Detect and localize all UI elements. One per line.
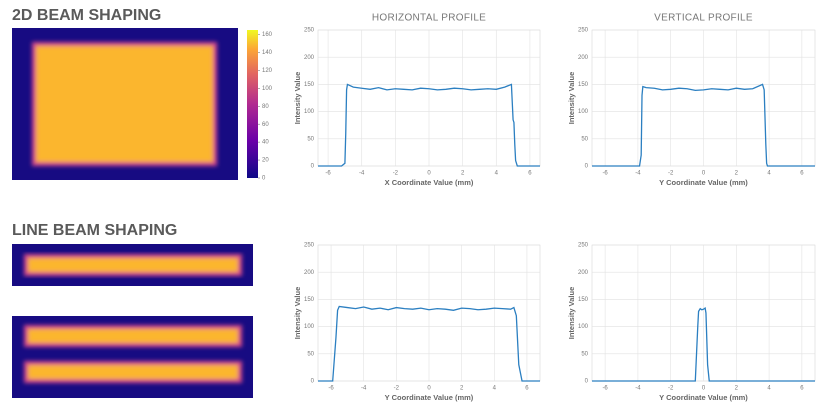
x-axis-label: X Coordinate Value (mm) [385,178,474,187]
beam-image-2d [12,28,238,180]
y-tick-label: 200 [578,55,589,61]
y-axis-label: Intensity Value [293,72,302,125]
y-axis-label: Intensity Value [293,287,302,340]
colorbar-tick-label: 140 [262,50,273,56]
x-tick-label: -6 [328,386,334,392]
x-tick-label: -2 [668,386,674,392]
chart-title: HORIZONTAL PROFILE [372,13,486,24]
x-tick-label: -6 [325,171,331,177]
y-tick-label: 50 [307,136,314,142]
y-tick-label: 50 [581,136,588,142]
colorbar-tick-label: 20 [262,158,269,164]
colorbar-tick-label: 80 [262,104,269,110]
colorbar-tick-label: 160 [262,32,273,38]
colorbar-tick-label: 100 [262,86,273,92]
x-tick-label: 6 [800,386,804,392]
y-tick-label: 50 [307,351,314,357]
y-tick-label: 0 [585,379,589,385]
x-tick-label: 2 [735,386,739,392]
x-tick-label: 0 [427,386,431,392]
y-tick-label: 0 [311,379,315,385]
y-tick-label: 200 [304,270,315,276]
colorbar-tick-label: 40 [262,140,269,146]
figure: 2D BEAM SHAPING LINE BEAM SHAPING 020406… [0,0,824,404]
x-axis-label: Y Coordinate Value (mm) [659,178,748,187]
section-title: 2D BEAM SHAPING [12,7,161,24]
y-tick-label: 100 [304,324,315,330]
y-tick-label: 100 [578,109,589,115]
x-tick-label: 4 [495,171,499,177]
x-tick-label: 2 [735,171,739,177]
x-tick-label: -6 [602,386,608,392]
x-tick-label: 4 [493,386,497,392]
line-beam-image [12,244,253,286]
y-axis-label: Intensity Value [567,287,576,340]
y-tick-label: 150 [304,82,315,88]
x-tick-label: -2 [393,171,399,177]
x-tick-label: -4 [359,171,365,177]
y-tick-label: 250 [304,28,315,34]
x-tick-label: -4 [635,171,641,177]
colorbar-tick-label: 120 [262,68,273,74]
y-tick-label: 100 [578,324,589,330]
x-tick-label: 6 [800,171,804,177]
x-tick-label: -6 [602,171,608,177]
line-beam-image [12,316,253,398]
y-tick-label: 200 [304,55,315,61]
x-tick-label: -2 [668,171,674,177]
y-tick-label: 150 [304,297,315,303]
x-tick-label: 6 [525,386,529,392]
y-tick-label: 50 [581,351,588,357]
x-tick-label: -4 [635,386,641,392]
colorbar [247,30,258,178]
x-tick-label: 2 [460,386,464,392]
x-tick-label: -2 [394,386,400,392]
chart-title: VERTICAL PROFILE [654,13,753,24]
x-axis-label: Y Coordinate Value (mm) [659,393,748,402]
colorbar-tick-label: 60 [262,122,269,128]
y-tick-label: 150 [578,297,589,303]
section-title: LINE BEAM SHAPING [12,222,177,239]
y-tick-label: 100 [304,109,315,115]
colorbar-tick-label: 0 [262,176,266,182]
x-tick-label: 0 [427,171,431,177]
x-tick-label: 6 [528,171,532,177]
x-tick-label: 0 [702,171,706,177]
x-tick-label: 4 [767,171,771,177]
y-tick-label: 250 [578,243,589,249]
x-tick-label: -4 [361,386,367,392]
y-tick-label: 0 [585,164,589,170]
x-tick-label: 4 [767,386,771,392]
y-tick-label: 0 [311,164,315,170]
y-tick-label: 200 [578,270,589,276]
y-tick-label: 250 [304,243,315,249]
y-tick-label: 150 [578,82,589,88]
x-tick-label: 2 [461,171,465,177]
y-axis-label: Intensity Value [567,72,576,125]
x-tick-label: 0 [702,386,706,392]
x-axis-label: Y Coordinate Value (mm) [385,393,474,402]
y-tick-label: 250 [578,28,589,34]
